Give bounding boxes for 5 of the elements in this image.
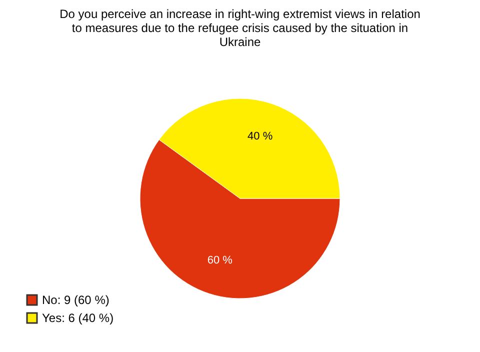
legend-label: No: 9 (60 %) [42,293,110,307]
data-label: 60 % [207,254,233,266]
legend-label: Yes: 6 (40 %) [42,311,114,325]
data-label: 40 % [248,130,273,143]
chart-title: Do you perceive an increase in right-wing extremist views in relation to measures due to the refugee crisis caused by the situation in Ukraine [60,7,420,49]
